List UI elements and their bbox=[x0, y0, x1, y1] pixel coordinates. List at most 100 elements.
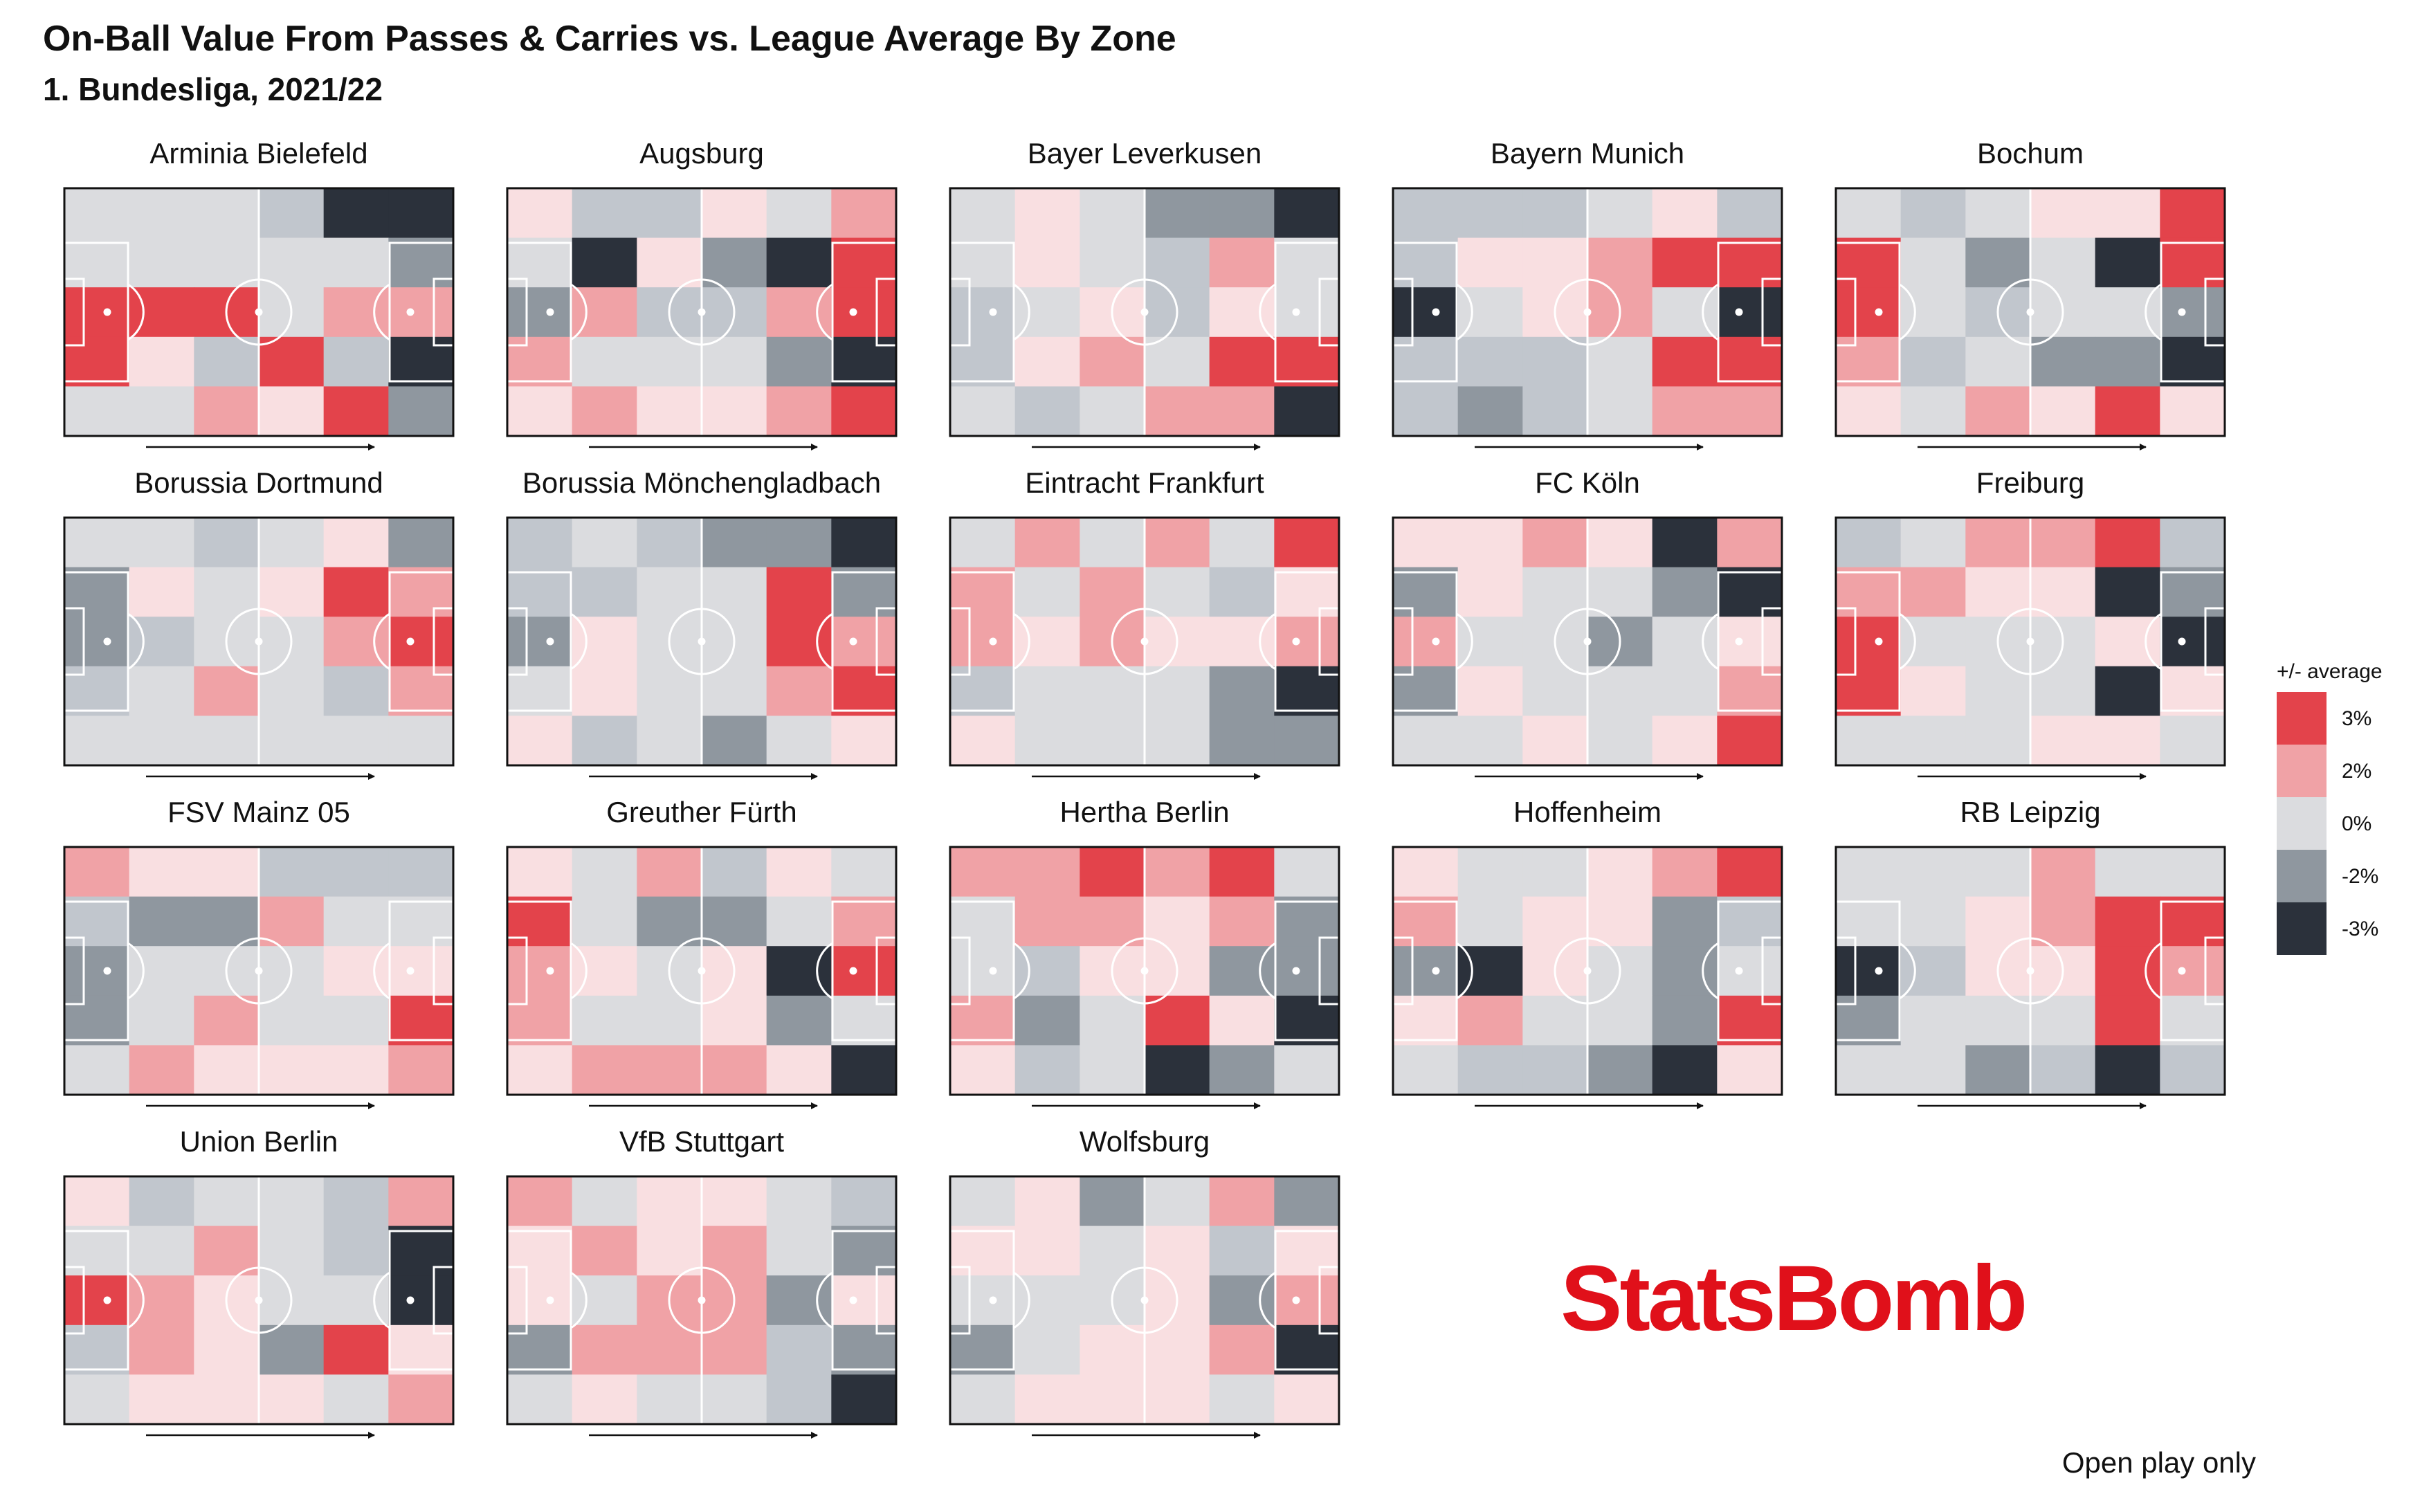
zone-cell bbox=[702, 188, 767, 239]
zone-cell bbox=[1717, 386, 1783, 437]
zone-cell bbox=[702, 567, 767, 617]
zone-cell bbox=[1393, 237, 1459, 288]
zone-cell bbox=[1836, 716, 1902, 766]
zone-cell bbox=[194, 188, 260, 239]
zone-cell bbox=[1587, 995, 1653, 1046]
zone-cell bbox=[1717, 287, 1783, 338]
zone-cell bbox=[1457, 1045, 1523, 1095]
zone-cell bbox=[1900, 1045, 1966, 1095]
zone-cell bbox=[2160, 617, 2225, 667]
legend-title: +/- average bbox=[2277, 660, 2383, 683]
zone-cell bbox=[323, 567, 389, 617]
zone-cell bbox=[194, 237, 260, 288]
zone-cell bbox=[129, 1045, 194, 1095]
zone-cell bbox=[1393, 847, 1459, 898]
zone-cell bbox=[323, 518, 389, 568]
zone-cell bbox=[1393, 188, 1459, 239]
zone-cell bbox=[1652, 518, 1718, 568]
zone-cell bbox=[1652, 336, 1718, 387]
statsbomb-logo: StatsBomb bbox=[1560, 1247, 2028, 1350]
pitch-frame bbox=[63, 1175, 455, 1426]
zone-cell bbox=[2095, 666, 2160, 716]
team-panel: Freiburg bbox=[1834, 466, 2226, 780]
zone-cell bbox=[831, 188, 897, 239]
team-label: Bayern Munich bbox=[1491, 137, 1684, 170]
pitch-frame bbox=[1834, 187, 2226, 437]
zone-cell bbox=[2160, 567, 2225, 617]
zone-cell bbox=[1145, 188, 1210, 239]
zone-cell bbox=[2095, 567, 2160, 617]
zone-cell bbox=[1014, 1045, 1080, 1095]
team-label: Hoffenheim bbox=[1513, 796, 1661, 828]
zone-cell bbox=[950, 567, 1016, 617]
zone-cell bbox=[507, 617, 573, 667]
zone-cell bbox=[507, 1176, 573, 1227]
zone-cell bbox=[1836, 518, 1902, 568]
zone-cell bbox=[1900, 896, 1966, 947]
zone-cell bbox=[1274, 1275, 1340, 1326]
team-label: Eintracht Frankfurt bbox=[1025, 466, 1264, 499]
zone-cell bbox=[1393, 946, 1459, 996]
zone-cell bbox=[950, 1226, 1016, 1276]
zone-cell bbox=[1145, 716, 1210, 766]
zone-cell bbox=[766, 188, 832, 239]
zone-cell bbox=[194, 518, 260, 568]
zone-cell bbox=[572, 518, 637, 568]
legend-swatch bbox=[2277, 902, 2327, 955]
zone-cell bbox=[1209, 567, 1275, 617]
zone-cell bbox=[1717, 237, 1783, 288]
pitch-frame bbox=[949, 187, 1340, 437]
zone-cell bbox=[702, 1324, 767, 1375]
pitch-frame bbox=[949, 516, 1340, 767]
zone-cell bbox=[129, 1324, 194, 1375]
zone-cell bbox=[702, 518, 767, 568]
zone-cell bbox=[831, 386, 897, 437]
zone-cell bbox=[1014, 995, 1080, 1046]
team-panel: Wolfsburg bbox=[949, 1125, 1340, 1439]
zone-cell bbox=[766, 567, 832, 617]
zone-cell bbox=[1836, 567, 1902, 617]
zone-cell bbox=[1274, 847, 1340, 898]
zone-cell bbox=[702, 666, 767, 716]
zone-cell bbox=[323, 896, 389, 947]
zone-cell bbox=[637, 716, 702, 766]
zone-cell bbox=[323, 1324, 389, 1375]
zone-cell bbox=[1717, 847, 1783, 898]
zone-cell bbox=[1209, 386, 1275, 437]
zone-cell bbox=[1836, 1045, 1902, 1095]
zone-cell bbox=[259, 716, 325, 766]
zone-cell bbox=[1209, 716, 1275, 766]
zone-cell bbox=[702, 1176, 767, 1227]
zone-cell bbox=[2095, 237, 2160, 288]
team-panel: Borussia Dortmund bbox=[63, 466, 455, 780]
zone-cell bbox=[1145, 666, 1210, 716]
zone-cell bbox=[2030, 716, 2096, 766]
legend-label: -2% bbox=[2342, 865, 2378, 888]
zone-cell bbox=[194, 1226, 260, 1276]
zone-cell bbox=[1522, 847, 1588, 898]
zone-cell bbox=[1080, 518, 1145, 568]
zone-cell bbox=[1209, 336, 1275, 387]
zone-cell bbox=[2160, 847, 2225, 898]
zone-cell bbox=[831, 847, 897, 898]
zone-cell bbox=[1080, 188, 1145, 239]
zone-cell bbox=[259, 847, 325, 898]
zone-cell bbox=[1965, 847, 2031, 898]
pitch-frame bbox=[63, 187, 455, 437]
zone-cell bbox=[831, 287, 897, 338]
zone-cell bbox=[1965, 666, 2031, 716]
zone-cell bbox=[507, 237, 573, 288]
zone-cell bbox=[194, 716, 260, 766]
zone-cell bbox=[1014, 1226, 1080, 1276]
team-label: Greuther Fürth bbox=[606, 796, 796, 828]
zone-cell bbox=[64, 1045, 130, 1095]
zone-cell bbox=[2160, 287, 2225, 338]
zone-cell bbox=[1717, 946, 1783, 996]
zone-cell bbox=[950, 386, 1016, 437]
zone-cell bbox=[766, 1176, 832, 1227]
zone-cell bbox=[64, 287, 130, 338]
zone-cell bbox=[1457, 716, 1523, 766]
zone-cell bbox=[64, 188, 130, 239]
zone-cell bbox=[1652, 1045, 1718, 1095]
pitch-markings bbox=[1392, 188, 1783, 436]
